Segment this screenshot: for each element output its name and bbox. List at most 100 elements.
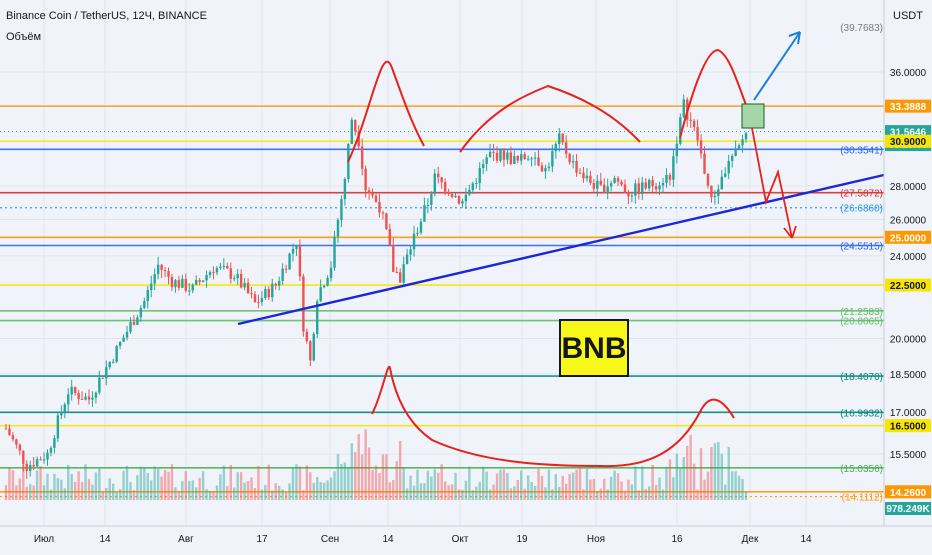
volume-bar <box>585 468 589 500</box>
candle-body <box>215 268 219 273</box>
volume-bar <box>737 475 741 500</box>
volume-bar <box>160 476 163 500</box>
candle-body <box>710 185 713 198</box>
level-tag-text: (16.9932) <box>840 408 883 419</box>
volume-bar <box>388 482 392 500</box>
volume-bar <box>326 480 329 500</box>
candle-body <box>437 173 440 178</box>
volume-bar <box>73 481 77 500</box>
candle-body <box>80 399 84 401</box>
volume-bar <box>222 465 226 500</box>
volume-bar <box>499 469 502 500</box>
time-label: Сен <box>321 534 339 545</box>
candle-body <box>326 277 329 286</box>
candle-body <box>381 212 385 214</box>
volume-bar <box>271 490 274 500</box>
volume-bar <box>49 489 53 500</box>
volume-bar <box>679 468 682 500</box>
candle-body <box>426 204 430 206</box>
candle-body <box>592 182 596 189</box>
volume-bar <box>219 474 222 500</box>
volume-bar <box>717 441 720 500</box>
candle-body <box>537 157 540 166</box>
candle-body <box>28 464 32 472</box>
volume-bar <box>561 475 564 500</box>
time-label: 14 <box>800 534 812 545</box>
candle-body <box>70 386 73 395</box>
candle-body <box>18 444 22 451</box>
candle-body <box>613 178 616 184</box>
candle-body <box>682 99 685 118</box>
volume-bar <box>184 471 188 500</box>
candle-body <box>727 160 730 174</box>
candle-body <box>526 158 530 160</box>
candle-body <box>419 221 423 233</box>
candle-body <box>264 288 267 298</box>
plot-background <box>0 0 884 526</box>
volume-bar <box>627 479 630 500</box>
candle-body <box>205 275 208 281</box>
candle-body <box>471 183 475 190</box>
candle-body <box>509 152 513 164</box>
price-axis[interactable] <box>884 0 932 526</box>
volume-bar <box>340 464 343 500</box>
up-projection-line <box>753 31 801 101</box>
time-label: Ноя <box>587 534 605 545</box>
candle-body <box>596 180 599 189</box>
candle-body <box>201 280 205 282</box>
volume-bar <box>419 483 423 500</box>
volume-bar <box>564 483 568 500</box>
volume-bar <box>537 468 540 500</box>
candle-body <box>177 280 181 288</box>
candle-body <box>174 280 177 288</box>
volume-bar <box>333 471 336 500</box>
volume-bar <box>208 491 212 500</box>
candle-body <box>222 265 226 267</box>
candle-body <box>672 156 675 180</box>
bnb-box <box>559 319 629 377</box>
level-tag-box <box>885 419 931 433</box>
volume-bar <box>150 480 153 500</box>
volume-bar <box>60 479 63 500</box>
candle-body <box>689 119 692 121</box>
volume-bar <box>18 478 22 500</box>
candle-body <box>163 270 167 272</box>
volume-bar <box>163 470 167 500</box>
volume-bar <box>609 476 613 500</box>
candle-body <box>101 377 105 379</box>
candle-body <box>440 177 443 183</box>
candle-body <box>520 154 523 161</box>
currency-label: USDT <box>893 10 923 22</box>
volume-bar <box>464 480 468 500</box>
volume-bar <box>146 473 149 500</box>
time-axis[interactable] <box>0 526 932 550</box>
volume-bar <box>347 467 350 500</box>
volume-bar <box>111 483 115 500</box>
candle-body <box>734 148 737 156</box>
volume-bar <box>530 482 533 500</box>
candle-body <box>461 201 464 204</box>
volume-bar <box>692 463 696 500</box>
candle-body <box>433 173 436 194</box>
volume-bar <box>426 470 430 500</box>
volume-bar <box>613 470 616 500</box>
candle-body <box>371 193 374 196</box>
candle-body <box>288 253 291 270</box>
candle-body <box>620 181 623 185</box>
volume-bar <box>405 488 409 500</box>
candle-body <box>87 396 91 400</box>
candle-body <box>468 189 471 195</box>
volume-bar <box>322 482 326 500</box>
volume-bar <box>682 457 685 500</box>
volume-bar <box>108 478 111 500</box>
volume-bar <box>509 488 513 500</box>
candle-body <box>627 192 630 197</box>
volume-bar <box>623 491 627 500</box>
volume-bar <box>647 486 651 500</box>
time-label: 14 <box>382 534 394 545</box>
candle-body <box>516 156 519 161</box>
candle-body <box>194 280 198 285</box>
down-projection-line <box>751 127 793 239</box>
candle-body <box>409 249 412 255</box>
